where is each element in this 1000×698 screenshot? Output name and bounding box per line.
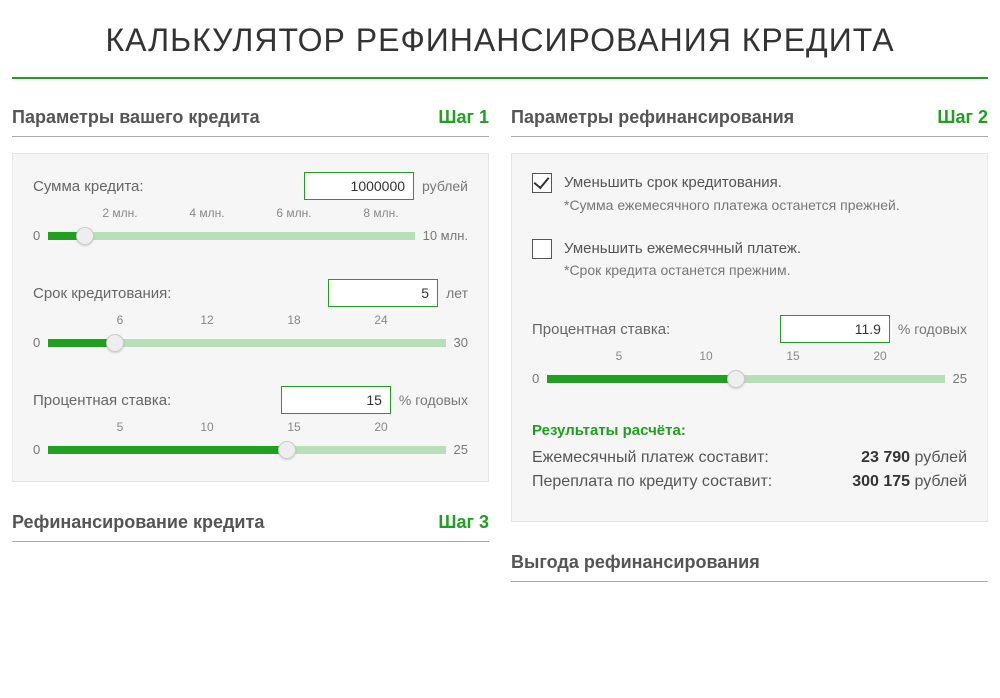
amount-block: Сумма кредита: рублей 2 млн. 4 млн. 6 млн.… bbox=[33, 172, 468, 243]
slider-tick: 6 bbox=[117, 313, 124, 327]
section-header-benefit: Выгода рефинансирования bbox=[511, 552, 988, 582]
refi-step: Шаг 3 bbox=[438, 512, 489, 533]
rate-right-unit: % годовых bbox=[898, 321, 967, 337]
rate-right-edges: 0 25 bbox=[532, 371, 967, 386]
rate-right-max: 25 bbox=[953, 371, 967, 386]
option-reduce-term[interactable]: Уменьшить срок кредитования. *Сумма ежем… bbox=[532, 172, 967, 216]
option-text: Уменьшить срок кредитования. *Сумма ежем… bbox=[564, 172, 900, 216]
rate-left-unit: % годовых bbox=[399, 392, 468, 408]
option-hint: *Срок кредита останется прежним. bbox=[564, 260, 801, 281]
amount-input[interactable] bbox=[304, 172, 414, 200]
slider-tick: 24 bbox=[374, 313, 387, 327]
rate-left-slider[interactable] bbox=[48, 446, 445, 454]
rate-right-thumb[interactable] bbox=[727, 370, 745, 388]
slider-tick: 12 bbox=[200, 313, 213, 327]
slider-tick: 5 bbox=[616, 349, 623, 363]
refi-title: Рефинансирование кредита bbox=[12, 512, 264, 533]
amount-row: Сумма кредита: рублей bbox=[33, 172, 468, 200]
term-unit: лет bbox=[446, 285, 468, 301]
option-label: Уменьшить ежемесячный платеж. bbox=[564, 238, 801, 261]
result-overpay-unit: рублей bbox=[914, 473, 967, 490]
rate-left-input[interactable] bbox=[281, 386, 391, 414]
slider-tick: 2 млн. bbox=[102, 206, 137, 220]
result-monthly-value: 23 790 bbox=[861, 449, 910, 466]
rate-right-block: Процентная ставка: % годовых 5 10 15 20 0 bbox=[532, 315, 967, 386]
amount-min: 0 bbox=[33, 228, 40, 243]
section-header-refi: Рефинансирование кредита Шаг 3 bbox=[12, 512, 489, 542]
page-title: КАЛЬКУЛЯТОР РЕФИНАНСИРОВАНИЯ КРЕДИТА bbox=[0, 0, 1000, 77]
term-label: Срок кредитования: bbox=[33, 285, 171, 302]
rate-right-min: 0 bbox=[532, 371, 539, 386]
panel-right: Уменьшить срок кредитования. *Сумма ежем… bbox=[511, 153, 988, 522]
results-title: Результаты расчёта: bbox=[532, 422, 967, 439]
amount-ticks: 2 млн. 4 млн. 6 млн. 8 млн. bbox=[33, 206, 468, 226]
panel-left: Сумма кредита: рублей 2 млн. 4 млн. 6 млн.… bbox=[12, 153, 489, 482]
slider-tick: 10 bbox=[200, 420, 213, 434]
amount-slider[interactable] bbox=[48, 232, 414, 240]
section-header-params: Параметры вашего кредита Шаг 1 bbox=[12, 107, 489, 137]
rate-left-ticks: 5 10 15 20 bbox=[33, 420, 468, 440]
amount-edges: 0 10 млн. bbox=[33, 228, 468, 243]
rate-right-fill bbox=[547, 375, 736, 383]
checkbox-reduce-term[interactable] bbox=[532, 173, 552, 193]
rate-left-thumb[interactable] bbox=[278, 441, 296, 459]
divider bbox=[12, 77, 988, 79]
rate-left-label: Процентная ставка: bbox=[33, 392, 171, 409]
main-columns: Параметры вашего кредита Шаг 1 Сумма кре… bbox=[0, 107, 1000, 598]
rate-right-label: Процентная ставка: bbox=[532, 321, 670, 338]
option-text: Уменьшить ежемесячный платеж. *Срок кред… bbox=[564, 238, 801, 282]
slider-tick: 8 млн. bbox=[363, 206, 398, 220]
rate-left-fill bbox=[48, 446, 286, 454]
option-label: Уменьшить срок кредитования. bbox=[564, 172, 900, 195]
slider-tick: 18 bbox=[287, 313, 300, 327]
rate-right-slider[interactable] bbox=[547, 375, 944, 383]
rate-left-block: Процентная ставка: % годовых 5 10 15 20 0 bbox=[33, 386, 468, 457]
term-max: 30 bbox=[454, 335, 468, 350]
rate-left-max: 25 bbox=[454, 442, 468, 457]
term-min: 0 bbox=[33, 335, 40, 350]
result-monthly-label: Ежемесячный платеж составит: bbox=[532, 449, 769, 467]
rate-left-min: 0 bbox=[33, 442, 40, 457]
term-edges: 0 30 bbox=[33, 335, 468, 350]
term-row: Срок кредитования: лет bbox=[33, 279, 468, 307]
col-left: Параметры вашего кредита Шаг 1 Сумма кре… bbox=[12, 107, 489, 598]
slider-tick: 4 млн. bbox=[189, 206, 224, 220]
amount-unit: рублей bbox=[422, 178, 468, 194]
result-monthly-unit: рублей bbox=[914, 449, 967, 466]
result-overpay-value: 300 175 bbox=[852, 473, 910, 490]
rate-right-input[interactable] bbox=[780, 315, 890, 343]
rate-right-row: Процентная ставка: % годовых bbox=[532, 315, 967, 343]
amount-label: Сумма кредита: bbox=[33, 178, 144, 195]
term-slider[interactable] bbox=[48, 339, 445, 347]
rate-left-row: Процентная ставка: % годовых bbox=[33, 386, 468, 414]
option-reduce-payment[interactable]: Уменьшить ежемесячный платеж. *Срок кред… bbox=[532, 238, 967, 282]
refiparams-step: Шаг 2 bbox=[937, 107, 988, 128]
section-header-refiparams: Параметры рефинансирования Шаг 2 bbox=[511, 107, 988, 137]
amount-thumb[interactable] bbox=[76, 227, 94, 245]
step-label: Шаг 1 bbox=[438, 107, 489, 128]
benefit-title: Выгода рефинансирования bbox=[511, 552, 760, 573]
term-block: Срок кредитования: лет 6 12 18 24 0 bbox=[33, 279, 468, 350]
slider-tick: 10 bbox=[699, 349, 712, 363]
slider-tick: 5 bbox=[117, 420, 124, 434]
result-monthly: Ежемесячный платеж составит: 23 790 рубл… bbox=[532, 449, 967, 467]
amount-max: 10 млн. bbox=[423, 228, 468, 243]
rate-left-edges: 0 25 bbox=[33, 442, 468, 457]
rate-right-ticks: 5 10 15 20 bbox=[532, 349, 967, 369]
checkbox-reduce-payment[interactable] bbox=[532, 239, 552, 259]
term-thumb[interactable] bbox=[106, 334, 124, 352]
section-title: Параметры вашего кредита bbox=[12, 107, 260, 128]
slider-tick: 15 bbox=[287, 420, 300, 434]
option-hint: *Сумма ежемесячного платежа останется пр… bbox=[564, 195, 900, 216]
slider-tick: 20 bbox=[873, 349, 886, 363]
result-overpay-label: Переплата по кредиту составит: bbox=[532, 473, 772, 491]
term-ticks: 6 12 18 24 bbox=[33, 313, 468, 333]
col-right: Параметры рефинансирования Шаг 2 Уменьши… bbox=[511, 107, 988, 598]
slider-tick: 15 bbox=[786, 349, 799, 363]
slider-tick: 20 bbox=[374, 420, 387, 434]
result-overpay: Переплата по кредиту составит: 300 175 р… bbox=[532, 473, 967, 491]
refiparams-title: Параметры рефинансирования bbox=[511, 107, 794, 128]
slider-tick: 6 млн. bbox=[276, 206, 311, 220]
term-input[interactable] bbox=[328, 279, 438, 307]
